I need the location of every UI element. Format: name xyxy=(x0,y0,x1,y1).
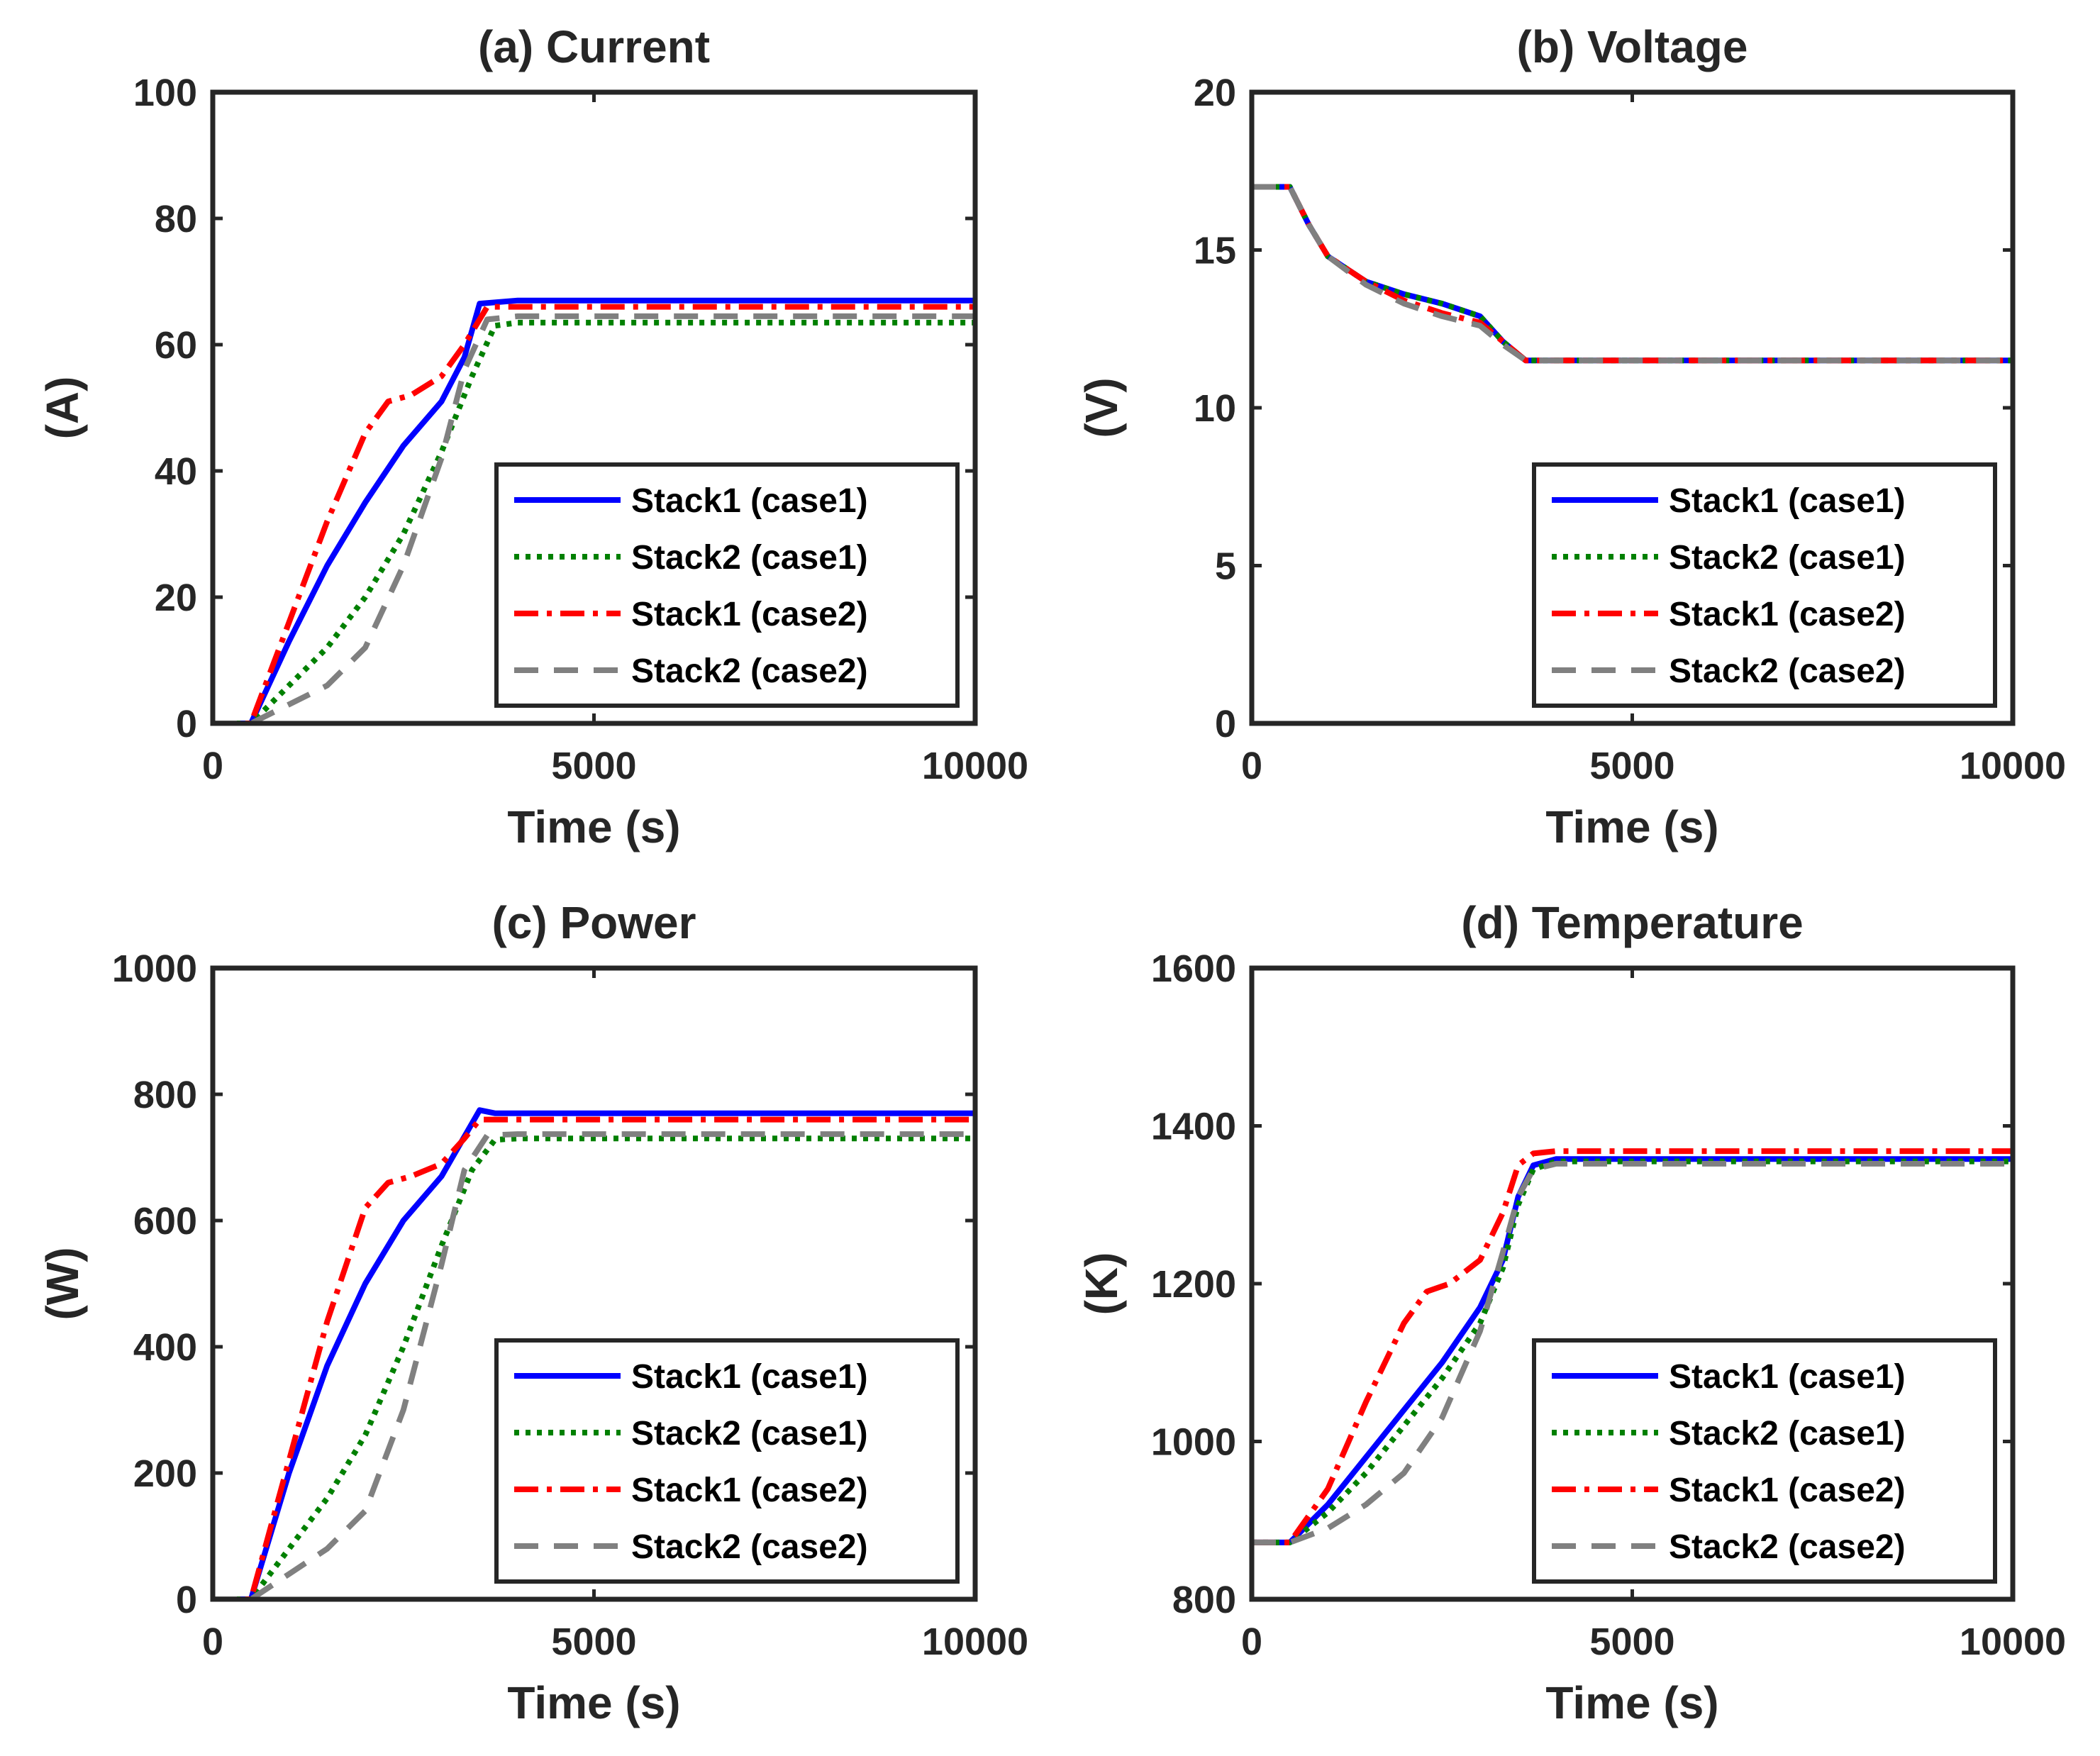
chart-2-series-4 xyxy=(1252,184,2013,364)
chart-3-ytick-label: 0 xyxy=(176,1579,197,1621)
chart-2-ytick-label: 10 xyxy=(1194,387,1236,430)
chart-2-xtick-label: 0 xyxy=(1241,745,1262,787)
chart-2-legend-label-4: Stack2 (case2) xyxy=(1669,652,1906,690)
chart-4-series-3 xyxy=(1252,1148,2013,1545)
chart-2: (b) Voltage 0 5000 10000 0 5 10 15 20 Time (s) (V)… xyxy=(1076,21,2066,852)
chart-4-series-2 xyxy=(1252,1158,2013,1545)
chart-1-ytick-label: 80 xyxy=(155,198,197,240)
chart-1-xlabel: Time (s) xyxy=(507,801,680,852)
chart-3-legend-label-4: Stack2 (case2) xyxy=(631,1528,868,1566)
chart-4-legend-label-3: Stack1 (case2) xyxy=(1669,1472,1906,1509)
chart-4-xtick-label: 5000 xyxy=(1589,1621,1674,1663)
chart-4-legend-box xyxy=(1532,1338,1997,1584)
chart-1-ytick-label: 100 xyxy=(133,72,197,114)
chart-4-ytick-label: 800 xyxy=(1172,1579,1236,1621)
chart-3-legend-label-2: Stack2 (case1) xyxy=(631,1415,868,1452)
chart-1-ytick-label: 40 xyxy=(155,450,197,493)
chart-1-series-4 xyxy=(213,313,975,723)
chart-2-ytick-label: 0 xyxy=(1215,703,1236,745)
chart-3-legend-label-3: Stack1 (case2) xyxy=(631,1472,868,1509)
chart-1-ylabel: (A) xyxy=(37,377,88,440)
chart-3-legend: Stack1 (case1) Stack2 (case1) Stack1 (case… xyxy=(494,1338,960,1584)
chart-2-ytick-label: 5 xyxy=(1215,545,1236,588)
chart-3: (c) Power 0 5000 10000 0 200 400 600 800 1000 Time… xyxy=(37,897,1028,1728)
chart-1-title: (a) Current xyxy=(478,21,710,72)
chart-4-xtick-label: 10000 xyxy=(1960,1621,2066,1663)
chart-1-series-1 xyxy=(213,297,975,723)
chart-3-ylabel: (W) xyxy=(37,1247,88,1320)
chart-2-xtick-label: 10000 xyxy=(1960,745,2066,787)
chart-2-xlabel: Time (s) xyxy=(1545,801,1718,852)
chart-4-title: (d) Temperature xyxy=(1461,897,1803,948)
chart-3-legend-label-1: Stack1 (case1) xyxy=(631,1358,868,1396)
chart-3-xtick-label: 5000 xyxy=(551,1621,636,1663)
chart-4-ytick-label: 1600 xyxy=(1151,948,1236,990)
chart-4-legend-label-1: Stack1 (case1) xyxy=(1669,1358,1906,1396)
chart-3-ytick-label: 1000 xyxy=(112,948,197,990)
chart-3-xlabel: Time (s) xyxy=(507,1677,680,1728)
chart-3-ytick-label: 800 xyxy=(133,1074,197,1116)
chart-1-legend-label-3: Stack1 (case2) xyxy=(631,596,868,633)
chart-2-ytick-label: 20 xyxy=(1194,72,1236,114)
chart-2-legend: Stack1 (case1) Stack2 (case1) Stack1 (case… xyxy=(1532,462,1997,708)
chart-3-series-2 xyxy=(213,1135,975,1599)
chart-3-ytick-label: 200 xyxy=(133,1452,197,1495)
chart-1: (a) Current 0 5000 10000 0 20 40 60 80 100 Time (s… xyxy=(37,21,1028,852)
chart-3-ytick-label: 400 xyxy=(133,1326,197,1369)
chart-4-ytick-label: 1000 xyxy=(1151,1421,1236,1464)
chart-4-legend: Stack1 (case1) Stack2 (case1) Stack1 (case… xyxy=(1532,1338,1997,1584)
chart-4-legend-label-2: Stack2 (case1) xyxy=(1669,1415,1906,1452)
chart-1-legend-box xyxy=(494,462,960,708)
chart-2-series-2 xyxy=(1252,184,2013,364)
chart-1-xtick-label: 5000 xyxy=(551,745,636,787)
chart-1-ytick-label: 20 xyxy=(155,577,197,619)
chart-4-ytick-label: 1200 xyxy=(1151,1263,1236,1306)
chart-3-legend-box xyxy=(494,1338,960,1584)
chart-4-series-4 xyxy=(1252,1160,2013,1545)
chart-1-legend-label-4: Stack2 (case2) xyxy=(631,652,868,690)
chart-1-legend-label-1: Stack1 (case1) xyxy=(631,482,868,520)
chart-1-xtick-label: 10000 xyxy=(922,745,1028,787)
chart-2-ytick-label: 15 xyxy=(1194,230,1236,272)
chart-2-legend-label-1: Stack1 (case1) xyxy=(1669,482,1906,520)
chart-2-title: (b) Voltage xyxy=(1517,21,1748,72)
chart-2-series-3 xyxy=(1252,184,2013,364)
chart-4-series-1 xyxy=(1252,1156,2013,1545)
chart-1-legend-label-2: Stack2 (case1) xyxy=(631,539,868,577)
chart-4-xtick-label: 0 xyxy=(1241,1621,1262,1663)
chart-4: (d) Temperature 0 5000 10000 800 1000 1200 1400… xyxy=(1076,897,2066,1728)
chart-2-legend-label-3: Stack1 (case2) xyxy=(1669,596,1906,633)
chart-2-xtick-label: 5000 xyxy=(1589,745,1674,787)
chart-3-ytick-label: 600 xyxy=(133,1200,197,1243)
chart-2-legend-box xyxy=(1532,462,1997,708)
chart-2-series-1 xyxy=(1252,184,2013,364)
chart-3-xtick-label: 0 xyxy=(202,1621,223,1663)
chart-4-legend-label-4: Stack2 (case2) xyxy=(1669,1528,1906,1566)
chart-3-series-3 xyxy=(213,1116,975,1599)
chart-1-xtick-label: 0 xyxy=(202,745,223,787)
chart-4-xlabel: Time (s) xyxy=(1545,1677,1718,1728)
chart-3-series-4 xyxy=(213,1131,975,1599)
chart-3-title: (c) Power xyxy=(491,897,696,948)
chart-1-ytick-label: 60 xyxy=(155,324,197,367)
chart-1-legend: Stack1 (case1) Stack2 (case1) Stack1 (case… xyxy=(494,462,960,708)
chart-4-ylabel: (K) xyxy=(1076,1252,1127,1316)
chart-2-ylabel: (V) xyxy=(1076,377,1127,438)
chart-4-ytick-label: 1400 xyxy=(1151,1106,1236,1148)
chart-1-series-3 xyxy=(213,304,975,723)
chart-1-ytick-label: 0 xyxy=(176,703,197,745)
chart-3-xtick-label: 10000 xyxy=(922,1621,1028,1663)
chart-2-legend-label-2: Stack2 (case1) xyxy=(1669,539,1906,577)
